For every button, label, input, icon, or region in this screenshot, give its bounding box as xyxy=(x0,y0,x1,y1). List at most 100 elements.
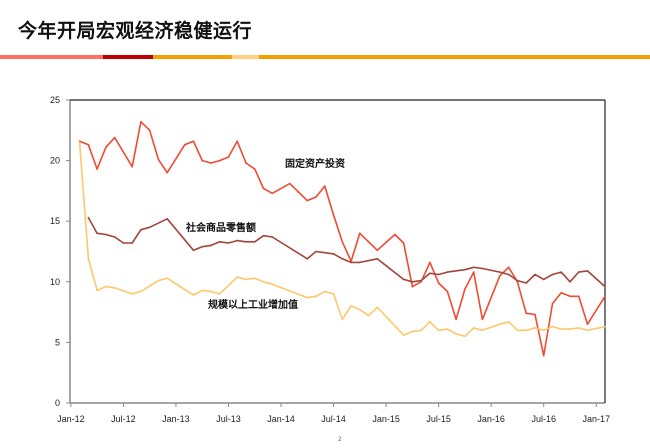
data-point xyxy=(245,162,247,164)
data-point xyxy=(96,289,98,292)
data-point xyxy=(394,233,396,236)
data-point xyxy=(569,295,571,298)
data-point xyxy=(472,266,475,269)
data-point xyxy=(262,281,265,283)
y-tick-label: 20 xyxy=(50,156,60,166)
data-point xyxy=(376,306,379,309)
data-point xyxy=(271,236,274,238)
data-point xyxy=(201,159,204,162)
title-stripe-4 xyxy=(232,55,259,59)
data-point xyxy=(78,141,81,144)
data-point xyxy=(245,278,247,281)
x-tick-label: Jan-13 xyxy=(162,414,190,424)
data-point xyxy=(507,320,510,323)
data-point xyxy=(359,232,361,235)
data-point xyxy=(516,329,519,332)
data-point xyxy=(113,287,116,289)
data-point xyxy=(437,282,440,284)
title-stripe-1 xyxy=(0,55,103,59)
data-point xyxy=(525,329,527,332)
data-point xyxy=(350,261,352,264)
x-tick-label: Jan-14 xyxy=(267,414,295,424)
data-point xyxy=(96,168,98,170)
data-point xyxy=(218,159,221,162)
series-label-fai: 固定资产投资 xyxy=(285,157,345,170)
data-point xyxy=(525,282,527,284)
y-tick-label: 15 xyxy=(50,216,60,226)
data-point xyxy=(332,214,335,216)
data-point xyxy=(472,271,475,273)
data-point xyxy=(105,233,107,236)
data-point xyxy=(446,328,449,330)
data-point xyxy=(464,335,466,338)
data-point xyxy=(210,162,212,164)
data-point xyxy=(429,272,431,275)
x-tick-label: Jan-12 xyxy=(57,414,85,424)
data-point xyxy=(253,277,256,279)
data-point xyxy=(402,242,405,244)
data-point xyxy=(542,354,545,357)
data-point xyxy=(551,302,554,305)
data-point xyxy=(271,283,274,286)
data-point xyxy=(297,191,300,193)
data-point xyxy=(87,216,90,219)
data-point xyxy=(306,296,309,299)
x-tick-label: Jan-17 xyxy=(582,414,610,424)
data-point xyxy=(402,278,405,281)
data-point xyxy=(332,253,335,255)
data-point xyxy=(183,144,186,146)
data-point xyxy=(324,290,326,293)
data-point xyxy=(551,325,554,328)
data-point xyxy=(315,295,317,298)
data-point xyxy=(446,271,449,273)
data-point xyxy=(324,251,326,254)
data-point xyxy=(455,333,457,335)
data-point xyxy=(420,279,422,282)
data-point xyxy=(131,242,133,244)
data-point xyxy=(236,140,239,143)
data-point xyxy=(499,323,501,326)
data-point xyxy=(324,185,326,187)
data-point xyxy=(218,241,221,243)
data-point xyxy=(367,314,370,317)
data-point xyxy=(604,295,606,298)
data-point xyxy=(105,285,107,288)
data-point xyxy=(122,151,125,153)
data-point xyxy=(604,285,606,288)
data-point xyxy=(157,279,160,282)
data-point xyxy=(577,295,580,298)
title-stripe-3 xyxy=(153,55,232,59)
data-point xyxy=(577,327,580,329)
data-point xyxy=(131,293,133,295)
data-point xyxy=(227,156,230,158)
data-point xyxy=(306,199,309,202)
data-point xyxy=(262,187,265,190)
data-point xyxy=(604,325,606,328)
data-point xyxy=(341,257,344,260)
y-tick-label: 5 xyxy=(55,337,60,347)
data-point xyxy=(534,273,536,276)
data-point xyxy=(236,239,239,242)
x-tick-label: Jul-16 xyxy=(531,414,556,424)
y-tick-label: 0 xyxy=(55,398,60,408)
data-point xyxy=(332,293,335,295)
x-tick-label: Jul-15 xyxy=(426,414,451,424)
data-point xyxy=(586,329,589,332)
data-point xyxy=(560,328,563,330)
data-point xyxy=(166,277,168,279)
data-point xyxy=(411,281,414,283)
data-point xyxy=(192,249,195,252)
data-point xyxy=(148,129,151,132)
data-point xyxy=(359,261,361,264)
x-tick-label: Jul-14 xyxy=(321,414,346,424)
series-label-industry: 规模以上工业增加值 xyxy=(208,298,298,311)
data-point xyxy=(306,257,309,260)
data-point xyxy=(534,313,536,316)
data-point xyxy=(560,271,563,273)
chart-axes: 0 5 10 15 20 25 Jan-12 Jul-12 Jan-13 Jul-13 Jan-14… xyxy=(50,95,610,424)
data-point xyxy=(437,273,440,276)
data-point xyxy=(87,257,90,260)
data-point xyxy=(236,276,239,278)
title-stripe-2 xyxy=(103,55,153,59)
